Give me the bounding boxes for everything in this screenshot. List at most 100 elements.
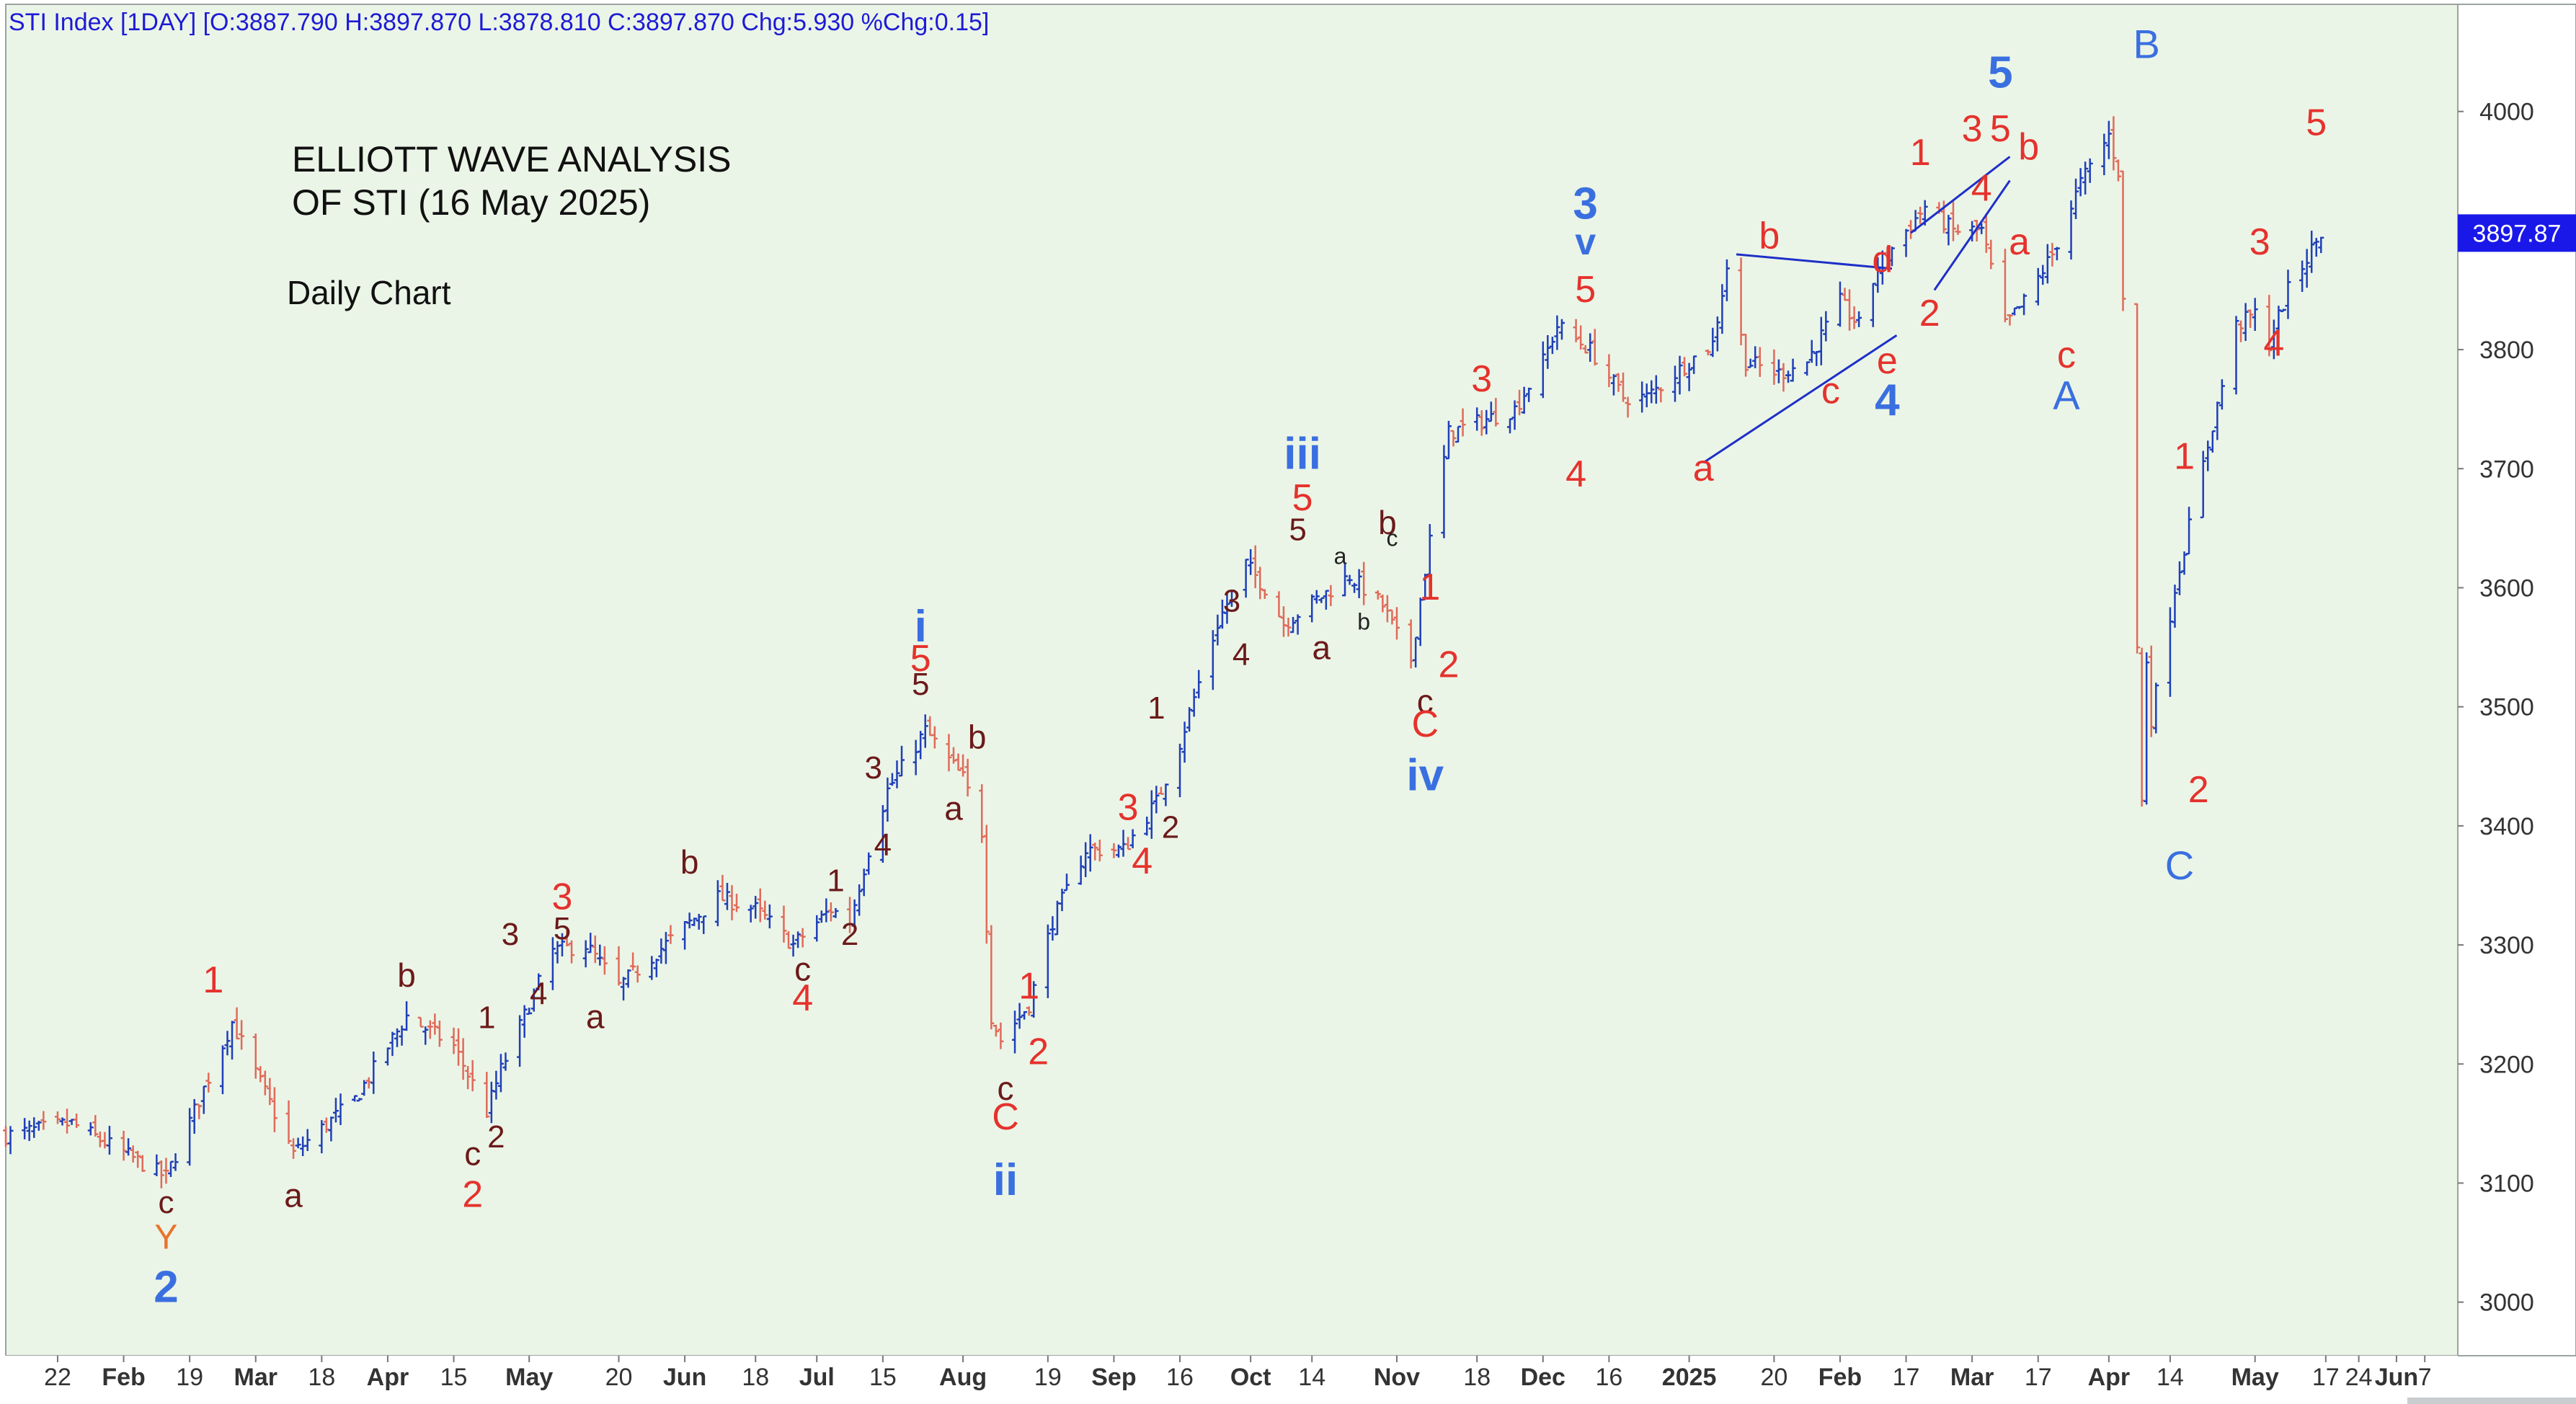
wave-label: b [2018, 126, 2039, 168]
trend-line [1933, 179, 2011, 291]
wave-label: 5 [1292, 477, 1313, 519]
wave-label: 1 [1419, 567, 1440, 608]
wave-label: 3 [1223, 584, 1240, 619]
wave-label: c [794, 951, 811, 988]
time-tick-label: 16 [1595, 1364, 1622, 1391]
wave-label: 2 [154, 1263, 178, 1312]
annotation-title-line2: OF STI (16 May 2025) [292, 182, 650, 223]
wave-label: 5 [1988, 48, 2012, 98]
wave-label: 2 [487, 1119, 505, 1155]
wave-label: a [944, 790, 963, 827]
wave-label: 2 [1162, 809, 1179, 845]
trend-lines [1702, 156, 2011, 464]
wave-label: 1 [478, 1000, 495, 1036]
time-tick-label: Jun [663, 1364, 706, 1391]
wave-label: c [1386, 525, 1398, 551]
trend-line [1736, 253, 1893, 270]
wave-label: b [1378, 504, 1397, 541]
wave-label: a [2009, 221, 2030, 263]
wave-label: 1 [1147, 690, 1165, 726]
time-scrollbar[interactable] [2407, 1398, 2576, 1404]
trend-line [1910, 156, 2011, 234]
wave-label: b [1357, 608, 1370, 634]
last-price-badge: 3897.87 [2458, 214, 2576, 252]
price-tick-label: 3700 [2479, 456, 2534, 483]
time-tick-label: Mar [1950, 1364, 1994, 1391]
wave-label: 4 [792, 977, 813, 1019]
wave-label: 5 [910, 638, 931, 680]
wave-label: 3 [1118, 787, 1139, 829]
wave-labels: cY21ab1c223435abc41234i55ab12cCii341234i… [154, 21, 2327, 1312]
wave-label: 4 [1565, 453, 1586, 495]
wave-label: C [1411, 703, 1439, 745]
wave-label: 3 [552, 876, 573, 918]
wave-label: 3 [1573, 179, 1597, 228]
time-tick-label: 18 [742, 1364, 769, 1391]
wave-label: 3 [1962, 108, 1983, 150]
wave-label: 2 [462, 1174, 483, 1216]
time-tick-label: Aug [939, 1364, 987, 1391]
wave-label: 2 [1438, 644, 1459, 685]
time-tick-label: 17 [2312, 1364, 2340, 1391]
wave-label: a [284, 1177, 303, 1214]
wave-label: 4 [1875, 376, 1900, 425]
price-tick-label: 3800 [2479, 337, 2534, 364]
wave-label: 4 [1971, 168, 1992, 210]
wave-label: 5 [2306, 102, 2327, 144]
wave-label: 2 [1028, 1031, 1049, 1072]
wave-label: a [1693, 448, 1714, 489]
price-tick-label: 3500 [2479, 694, 2534, 721]
wave-label: 4 [1233, 637, 1250, 672]
time-tick-label: 20 [1760, 1364, 1787, 1391]
plot-area [5, 4, 2459, 1356]
time-tick-label: 14 [2157, 1364, 2184, 1391]
trend-line [1702, 334, 1898, 464]
time-tick-label: Mar [234, 1364, 277, 1391]
wave-label: b [968, 718, 987, 755]
wave-label: ii [993, 1155, 1018, 1205]
time-tick-label: 17 [1893, 1364, 1920, 1391]
wave-label: a [1334, 543, 1347, 569]
time-tick-label: 19 [176, 1364, 203, 1391]
wave-label: C [2165, 843, 2194, 888]
wave-label: a [586, 998, 605, 1036]
wave-label: c [997, 1070, 1013, 1107]
time-tick-label: Feb [102, 1364, 145, 1391]
wave-label: iv [1406, 750, 1444, 800]
chart-header: STI Index [1DAY] [O:3887.790 H:3897.870 … [9, 9, 989, 36]
wave-label: Y [154, 1218, 177, 1256]
wave-label: 2 [1919, 293, 1940, 334]
wave-label: b [680, 843, 699, 881]
time-tick-label: 18 [308, 1364, 335, 1391]
price-tick-label: 3000 [2479, 1289, 2534, 1317]
wave-label: 1 [1018, 965, 1039, 1007]
wave-label: 1 [827, 863, 844, 899]
time-tick-label: 15 [440, 1364, 468, 1391]
time-tick-label: 24 [2345, 1364, 2373, 1391]
wave-label: c [2057, 334, 2076, 376]
wave-label: d [1872, 239, 1893, 281]
wave-label: B [2133, 21, 2160, 66]
wave-label: i [915, 602, 927, 652]
wave-label: 1 [2174, 435, 2195, 477]
wave-label: c [158, 1185, 174, 1220]
time-tick-label: May [505, 1364, 553, 1391]
wave-label: 5 [554, 911, 571, 946]
time-tick-label: Jul [799, 1364, 835, 1391]
wave-label: 5 [1575, 269, 1596, 311]
time-axis-labels: 22 Feb 19 Mar 18 Apr 15 May 20 Jun 18 Jul 15 Aug 19 Sep… [44, 1356, 2432, 1391]
wave-label: iii [1284, 429, 1321, 479]
time-tick-label: 18 [1463, 1364, 1491, 1391]
wave-label: 4 [530, 977, 547, 1012]
wave-label: 1 [1910, 132, 1931, 174]
time-tick-label: 16 [1166, 1364, 1194, 1391]
wave-label: c [1417, 683, 1434, 720]
wave-label: 5 [1990, 108, 2011, 150]
wave-label: e [1877, 340, 1898, 382]
annotation-title-line1: ELLIOTT WAVE ANALYSIS [292, 139, 731, 179]
wave-label: b [1759, 216, 1780, 257]
wave-label: 1 [203, 959, 223, 1001]
time-tick-label: Jun [2375, 1364, 2418, 1391]
wave-label: 2 [2188, 769, 2209, 811]
